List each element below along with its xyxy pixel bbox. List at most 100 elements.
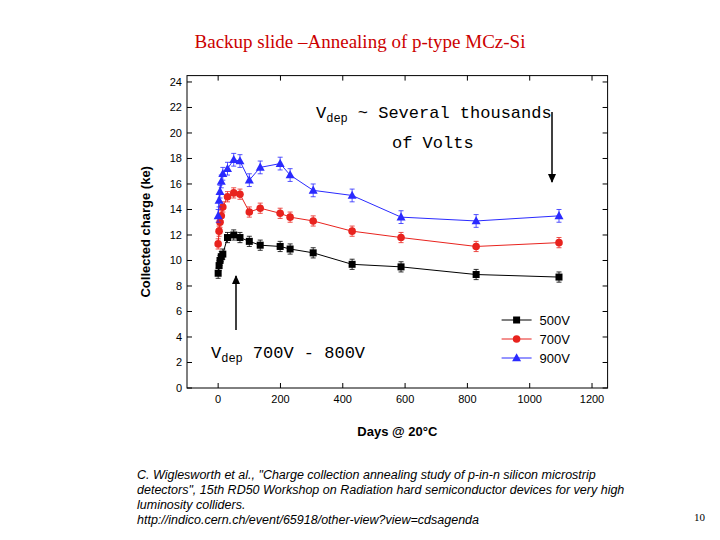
data-point	[215, 196, 224, 204]
error-bar	[247, 236, 252, 246]
y-tick-right	[603, 158, 608, 159]
y-tick-right	[603, 132, 608, 133]
data-point	[554, 211, 563, 219]
data-point	[256, 204, 264, 212]
x-tick-top	[592, 76, 593, 81]
annotation: of Volts	[392, 134, 474, 153]
data-point	[215, 227, 223, 235]
annotation: Vdep700V - 800V	[211, 344, 366, 366]
arrow	[235, 276, 237, 330]
x-tick-top	[218, 76, 219, 81]
y-tick-label: 18	[170, 152, 182, 164]
error-bar	[237, 232, 242, 242]
legend-label: 500V	[540, 313, 571, 328]
arrow	[551, 112, 553, 182]
data-point	[398, 263, 405, 270]
legend-marker	[513, 335, 521, 343]
x-tick	[218, 383, 219, 388]
data-point	[348, 191, 357, 199]
data-point	[214, 240, 222, 248]
x-tick-top	[467, 76, 468, 81]
y-tick-label: 16	[170, 178, 182, 190]
x-tick-label: 0	[215, 393, 221, 405]
y-tick-right	[603, 234, 608, 235]
y-tick-right	[603, 388, 608, 389]
y-tick	[187, 81, 192, 82]
x-tick-label: 400	[334, 393, 352, 405]
y-tick-label: 10	[170, 254, 182, 266]
data-point	[246, 238, 253, 245]
y-tick	[187, 260, 192, 261]
x-tick-top	[405, 76, 406, 81]
y-tick-label: 2	[176, 356, 182, 368]
data-point	[309, 186, 318, 194]
error-bar	[288, 244, 293, 254]
legend-label: 700V	[540, 332, 571, 347]
error-bar	[231, 230, 236, 240]
data-point	[286, 213, 294, 221]
y-tick-right	[603, 183, 608, 184]
data-point	[224, 234, 231, 241]
y-tick-right	[603, 285, 608, 286]
x-tick	[467, 383, 468, 388]
x-tick	[592, 383, 593, 388]
y-tick-label: 6	[176, 305, 182, 317]
data-point	[310, 249, 317, 256]
y-tick	[187, 336, 192, 337]
data-point	[287, 246, 294, 253]
data-point	[349, 261, 356, 268]
x-tick-label: 1200	[580, 393, 604, 405]
annotation-text: 700V - 800V	[253, 344, 366, 363]
y-tick	[187, 234, 192, 235]
x-tick-label: 200	[271, 393, 289, 405]
data-point	[217, 177, 226, 185]
x-tick-label: 600	[396, 393, 414, 405]
error-bar	[399, 262, 404, 272]
plot-frame	[187, 76, 608, 388]
data-point	[397, 212, 406, 220]
data-point	[276, 210, 284, 218]
data-point	[309, 217, 317, 225]
y-tick-label: 24	[170, 76, 182, 88]
y-tick-label: 4	[176, 331, 182, 343]
citation: luminosity colliders.	[137, 498, 245, 512]
data-point	[246, 208, 254, 216]
data-point	[257, 242, 264, 249]
data-point	[472, 216, 481, 224]
data-layer	[214, 153, 564, 282]
series-line	[218, 193, 559, 247]
x-tick-top	[342, 76, 343, 81]
page-number: 10	[694, 511, 706, 523]
series-line	[218, 160, 559, 221]
data-point	[214, 211, 223, 219]
legend-marker	[513, 317, 520, 324]
data-point	[472, 243, 480, 251]
data-point	[235, 156, 244, 164]
error-bar	[225, 232, 230, 242]
y-tick-right	[603, 362, 608, 363]
data-point	[236, 234, 243, 241]
error-bar	[556, 272, 561, 282]
annotation-text: ~ Several thousands	[358, 104, 552, 123]
y-tick-right	[603, 107, 608, 108]
y-tick-right	[603, 209, 608, 210]
error-bar	[350, 259, 355, 269]
y-tick	[187, 132, 192, 133]
data-point	[219, 251, 226, 258]
y-tick	[187, 183, 192, 184]
data-point	[245, 175, 254, 183]
y-tick	[187, 158, 192, 159]
error-bar	[474, 269, 479, 279]
data-point	[555, 239, 563, 247]
x-tick	[342, 383, 343, 388]
data-point	[236, 190, 244, 198]
y-tick-label: 14	[170, 203, 182, 215]
error-bar	[311, 248, 316, 258]
x-tick	[529, 383, 530, 388]
y-tick	[187, 285, 192, 286]
y-axis-label: Collected charge (ke)	[138, 166, 153, 297]
x-tick-label: 800	[458, 393, 476, 405]
legend-label: 900V	[540, 351, 571, 366]
data-point	[276, 159, 285, 167]
y-tick-label: 20	[170, 127, 182, 139]
